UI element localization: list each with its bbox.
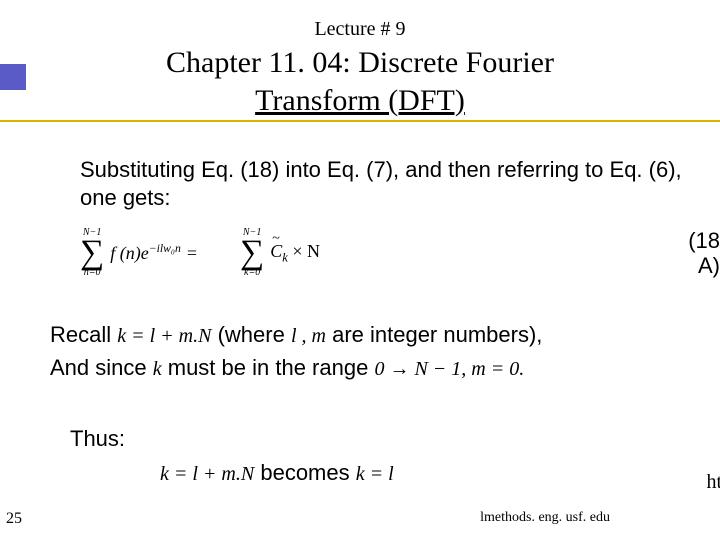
- title-line-1: Chapter 11. 04: Discrete Fourier: [166, 46, 554, 79]
- eq-equals: =: [187, 243, 197, 264]
- accent-square: [0, 64, 26, 90]
- bec-m1: k = l + m.N: [160, 463, 254, 485]
- eq-label-a: (18: [688, 228, 720, 253]
- recall-block: Recall k = l + m.N (where l , m are inte…: [50, 318, 710, 384]
- bec-t1: becomes: [260, 460, 355, 485]
- eq-left: N−1 ∑ n=0 f (n)e−ilw₀n =: [80, 228, 197, 278]
- recall-m3: k: [153, 358, 162, 380]
- bec-m2: k = l: [356, 463, 394, 485]
- eq-label: (18 A): [688, 228, 720, 279]
- footer-url: lmethods. eng. usf. edu: [480, 510, 610, 526]
- sigma-icon: ∑: [240, 236, 264, 270]
- recall-m2: l , m: [291, 325, 326, 347]
- eq-exp: e: [141, 243, 149, 263]
- recall-m1: k = l + m.N: [117, 325, 211, 347]
- recall-t5: must be in the range: [168, 355, 375, 380]
- recall-t2: (where: [218, 322, 291, 347]
- page-number: 25: [6, 510, 22, 528]
- eq-C: C: [270, 241, 282, 261]
- lecture-label: Lecture # 9: [0, 18, 720, 41]
- cut-text: ht: [706, 471, 720, 494]
- eq-sup: −ilw₀n: [149, 242, 181, 255]
- recall-t3: are integer numbers),: [332, 322, 542, 347]
- eq-fn: f (n): [110, 243, 141, 263]
- eq-right: N−1 ∑ k=0 Ck × N: [240, 228, 320, 278]
- eq-label-b: A): [698, 253, 720, 278]
- title-rule: [0, 120, 720, 122]
- sigma-icon: ∑: [80, 236, 104, 270]
- title-line-2: Transform (DFT): [255, 84, 465, 117]
- recall-m4: 0 → N − 1, m = 0.: [374, 358, 524, 380]
- equation-18a: N−1 ∑ n=0 f (n)e−ilw₀n = N−1 ∑ k=0 Ck × …: [80, 228, 720, 288]
- title: Chapter 11. 04: Discrete Fourier Transfo…: [0, 44, 720, 119]
- slide: Lecture # 9 Chapter 11. 04: Discrete Fou…: [0, 0, 720, 540]
- becomes-row: k = l + m.N becomes k = l: [160, 460, 394, 486]
- recall-t4: And since: [50, 355, 153, 380]
- body-paragraph-1: Substituting Eq. (18) into Eq. (7), and …: [80, 156, 700, 211]
- eq-xN: × N: [288, 241, 320, 261]
- thus-label: Thus:: [70, 426, 125, 452]
- recall-t1: Recall: [50, 322, 117, 347]
